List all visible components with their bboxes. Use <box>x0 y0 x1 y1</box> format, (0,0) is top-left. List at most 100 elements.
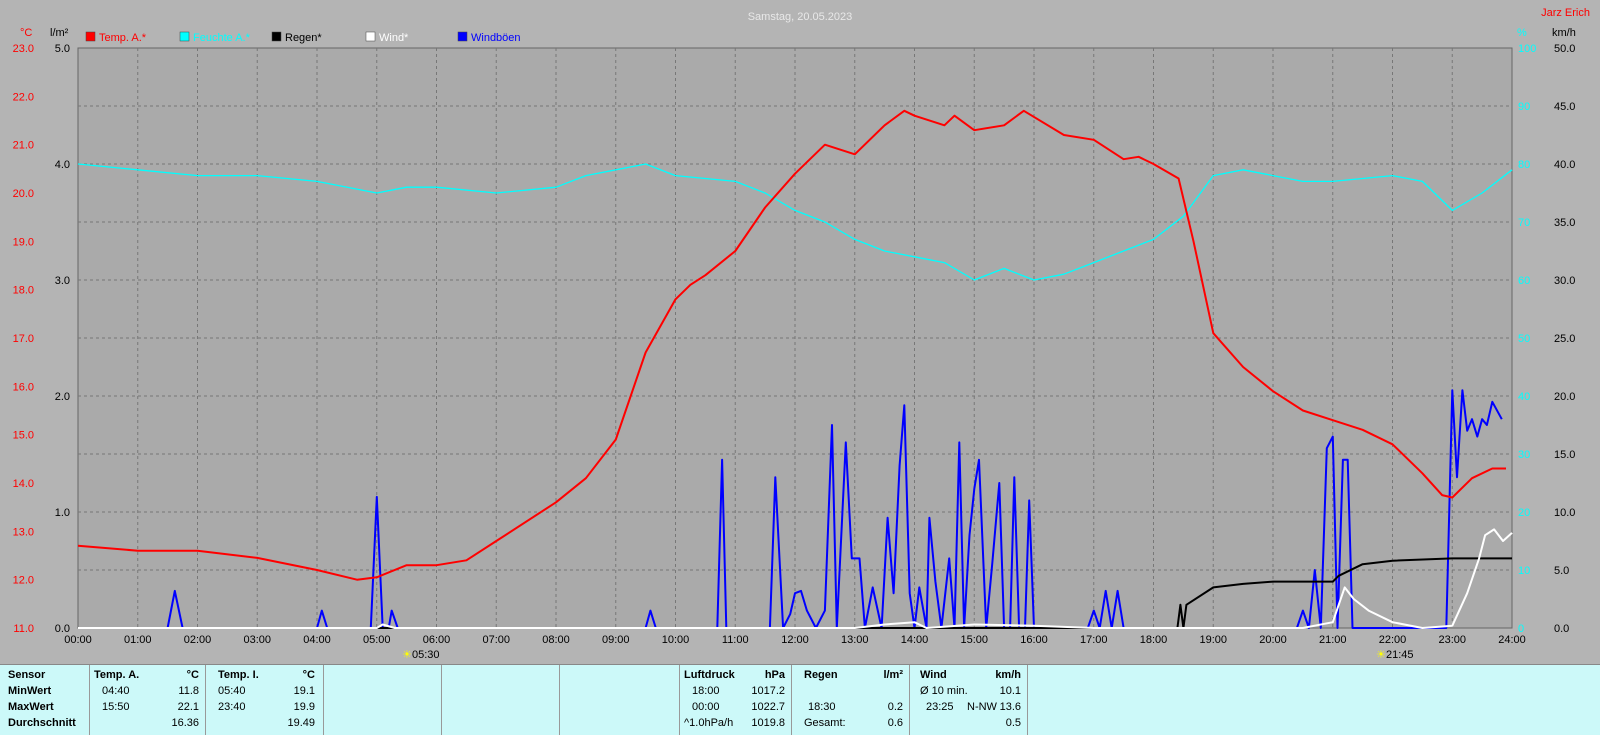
wind-tick-label: 5.0 <box>1554 565 1569 577</box>
hum-tick-label: 20 <box>1518 507 1530 519</box>
temp-tick-label: 14.0 <box>13 478 34 490</box>
hum-tick-label: 80 <box>1518 159 1530 171</box>
temp-a-min-time: 04:40 <box>102 685 130 697</box>
legend-label: Feuchte A.* <box>193 32 251 44</box>
pressure-r3-val: 1019.8 <box>751 717 785 729</box>
wind-unit-label: km/h <box>1552 27 1576 39</box>
temp-tick-label: 19.0 <box>13 236 34 248</box>
wind-r1-label: Ø 10 min. <box>920 685 968 697</box>
stats-empty-col-1 <box>324 665 442 735</box>
wind-tick-label: 50.0 <box>1554 43 1575 55</box>
legend-label: Temp. A.* <box>99 32 147 44</box>
x-tick-label: 06:00 <box>423 634 451 646</box>
rain-tick-label: 3.0 <box>55 275 70 287</box>
wind-line <box>78 528 1513 629</box>
temp-a-header: Temp. A. <box>94 669 140 681</box>
rain-r3-label: Gesamt: <box>804 717 846 729</box>
wind-r3-val: 0.5 <box>1005 717 1021 729</box>
chart-title: Samstag, 20.05.2023 <box>748 11 853 23</box>
legend-swatch <box>457 31 468 42</box>
legend-label: Wind* <box>379 32 409 44</box>
x-tick-label: 21:00 <box>1319 634 1347 646</box>
legend-label: Windböen <box>471 32 521 44</box>
wind-tick-label: 0.0 <box>1554 623 1569 635</box>
hum-tick-label: 40 <box>1518 391 1530 403</box>
x-tick-label: 23:00 <box>1438 634 1466 646</box>
rain-line <box>78 557 1512 629</box>
author-label: Jarz Erich <box>1541 7 1590 19</box>
sunset-time: 21:45 <box>1386 649 1414 661</box>
x-tick-label: 07:00 <box>482 634 510 646</box>
rain-unit-label: l/m² <box>50 27 69 39</box>
pressure-r1-val: 1017.2 <box>751 685 785 697</box>
hum-tick-label: 60 <box>1518 275 1530 287</box>
temp-tick-label: 15.0 <box>13 430 34 442</box>
x-tick-label: 03:00 <box>243 634 271 646</box>
temp-tick-label: 22.0 <box>13 91 34 103</box>
temp-a-max-time: 15:50 <box>102 701 130 713</box>
temp-a-line <box>77 109 1506 581</box>
pressure-header: Luftdruck <box>684 669 735 681</box>
pressure-r2-time: 00:00 <box>692 701 720 713</box>
humidity-line <box>77 163 1513 281</box>
legend-swatch <box>85 31 96 42</box>
wind-tick-label: 45.0 <box>1554 101 1575 113</box>
stats-sensor-col: Sensor MinWert MaxWert Durchschnitt <box>0 665 90 735</box>
x-tick-label: 02:00 <box>184 634 212 646</box>
wind-tick-label: 35.0 <box>1554 217 1575 229</box>
rain-header: Regen <box>804 669 838 681</box>
temp-tick-label: 23.0 <box>13 43 34 55</box>
temp-unit-label: °C <box>20 27 32 39</box>
rain-r2-time: 18:30 <box>808 701 836 713</box>
x-tick-label: 05:00 <box>363 634 391 646</box>
pressure-r1-time: 18:00 <box>692 685 720 697</box>
hum-tick-label: 90 <box>1518 101 1530 113</box>
temp-a-unit: °C <box>186 669 199 681</box>
pressure-r2-val: 1022.7 <box>751 701 785 713</box>
legend-swatch <box>365 31 376 42</box>
temp-tick-label: 17.0 <box>13 333 34 345</box>
x-tick-label: 18:00 <box>1140 634 1168 646</box>
wind-r2-time: 23:25 <box>926 701 954 713</box>
temp-tick-label: 13.0 <box>13 526 34 538</box>
sunset-icon: ☀ <box>1376 649 1386 661</box>
wind-header: Wind <box>920 669 947 681</box>
hum-tick-label: 100 <box>1518 43 1536 55</box>
hum-tick-label: 30 <box>1518 449 1530 461</box>
rain-r3-val: 0.6 <box>887 717 903 729</box>
rain-unit: l/m² <box>883 669 903 681</box>
x-tick-label: 15:00 <box>960 634 988 646</box>
temp-i-header: Temp. I. <box>218 669 259 681</box>
sunset-marker: ☀ 21:45 <box>1376 649 1414 661</box>
wind-r2-val: 13.6 <box>999 701 1021 713</box>
x-tick-label: 17:00 <box>1080 634 1108 646</box>
row-avg-label: Durchschnitt <box>8 717 76 729</box>
hum-tick-label: 10 <box>1518 565 1530 577</box>
rain-r2-val: 0.2 <box>887 701 903 713</box>
pressure-r3-label: ^1.0hPa/h <box>684 717 734 729</box>
temp-i-min-time: 05:40 <box>218 685 246 697</box>
x-tick-label: 14:00 <box>901 634 929 646</box>
wind-tick-label: 10.0 <box>1554 507 1575 519</box>
wind-tick-label: 40.0 <box>1554 159 1575 171</box>
x-tick-label: 16:00 <box>1020 634 1048 646</box>
temp-i-avg: 19.49 <box>287 717 315 729</box>
temp-tick-label: 16.0 <box>13 381 34 393</box>
weather-chart: 00:00 01:00 02:00 03:00 04:00 05:00 06:00 07:00… <box>13 7 1590 661</box>
sunrise-marker: ☀ 05:30 <box>402 649 440 661</box>
stats-temp-i-col: Temp. I. °C 05:40 19.1 23:40 19.9 19.49 <box>206 665 324 735</box>
wind-r2-dir: N-NW <box>967 701 997 713</box>
temp-tick-label: 18.0 <box>13 285 34 297</box>
wind-unit: km/h <box>995 669 1021 681</box>
wind-tick-label: 25.0 <box>1554 333 1575 345</box>
x-tick-label: 04:00 <box>303 634 331 646</box>
hum-tick-label: 0 <box>1518 623 1524 635</box>
x-tick-label: 22:00 <box>1379 634 1407 646</box>
x-tick-label: 11:00 <box>722 634 749 646</box>
temp-i-max-val: 19.9 <box>293 701 315 713</box>
x-tick-label: 08:00 <box>542 634 570 646</box>
temp-i-min-val: 19.1 <box>293 685 315 697</box>
stats-wind-col: Wind km/h Ø 10 min. 10.1 23:25 N-NW 13.6… <box>910 665 1028 735</box>
wind-tick-label: 20.0 <box>1554 391 1575 403</box>
x-tick-label: 10:00 <box>662 634 690 646</box>
